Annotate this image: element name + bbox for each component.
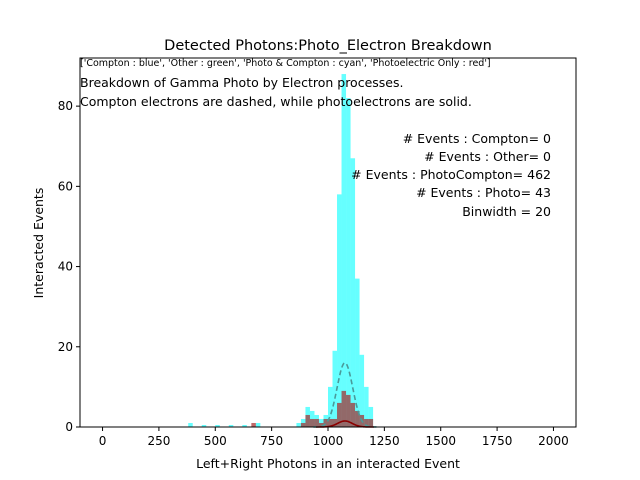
histogram-bar (332, 350, 338, 427)
histogram-bar (318, 422, 324, 427)
stat-binwidth: Binwidth = 20 (462, 204, 551, 219)
histogram-bar (355, 410, 360, 427)
histogram-bar (368, 418, 374, 427)
histogram-bar (350, 158, 356, 427)
x-tick-label: 1250 (369, 434, 400, 448)
histogram-bar (323, 418, 328, 427)
histogram-bar (215, 424, 220, 427)
histogram-bar (314, 418, 319, 427)
x-tick-label: 1750 (482, 434, 513, 448)
annotation-line-2: Compton electrons are dashed, while phot… (80, 94, 472, 109)
y-tick-label: 0 (65, 420, 73, 434)
histogram-bar (364, 386, 369, 427)
histogram-bar (305, 414, 310, 427)
x-tick-label: 1500 (425, 434, 456, 448)
histogram-bar (364, 418, 369, 427)
histogram-bar (346, 394, 351, 427)
histogram-bar (309, 410, 315, 427)
y-tick-label: 20 (58, 340, 73, 354)
histogram-bar (296, 422, 301, 427)
histogram-bar (188, 422, 193, 427)
x-axis-label: Left+Right Photons in an interacted Even… (196, 456, 460, 471)
histogram-bar (346, 98, 351, 428)
histogram-bar (368, 406, 374, 427)
x-tick-label: 0 (99, 434, 107, 448)
histogram-bar (328, 418, 333, 427)
legend-text: ['Compton : blue', 'Other : green', 'Pho… (80, 58, 491, 69)
x-tick-label: 500 (204, 434, 227, 448)
x-tick-label: 1000 (313, 434, 344, 448)
histogram-bar (341, 390, 347, 427)
y-tick-label: 80 (58, 99, 73, 113)
stat-photo: # Events : Photo= 43 (416, 185, 551, 200)
histogram-bar (228, 424, 234, 427)
x-tick-label: 2000 (538, 434, 569, 448)
histogram-bar (309, 418, 315, 427)
histogram-bar (359, 354, 365, 427)
histogram-bar (337, 194, 342, 427)
stat-compton: # Events : Compton= 0 (403, 131, 551, 146)
chart-title: Detected Photons:Photo_Electron Breakdow… (164, 38, 492, 54)
histogram-bar (355, 278, 360, 427)
histogram-bar (242, 424, 247, 427)
histogram-bar (328, 386, 333, 427)
plot-area: 0 250 500 750 1000 1250 1500 1750 2000 0 20 40 60 80 (58, 57, 577, 448)
x-tick-label: 250 (147, 434, 170, 448)
x-tick-label: 750 (260, 434, 283, 448)
fit-curve (313, 362, 377, 428)
histogram-bar (350, 402, 356, 427)
stat-other: # Events : Other= 0 (424, 149, 551, 164)
histogram-bar (201, 424, 207, 427)
y-tick-label: 40 (58, 260, 73, 274)
y-tick-label: 60 (58, 179, 73, 193)
histogram-bar (255, 422, 261, 427)
histogram-bar (337, 402, 342, 427)
histogram-bar (341, 74, 347, 427)
histogram-bar (300, 422, 306, 427)
plot-frame (79, 57, 577, 428)
annotation-line-1: Breakdown of Gamma Photo by Electron pro… (80, 75, 403, 90)
histogram-bar (251, 422, 256, 427)
y-axis-label: Interacted Events (31, 188, 46, 299)
histogram-bar (332, 418, 338, 427)
stat-photocompton: # Events : PhotoCompton= 462 (351, 167, 551, 182)
